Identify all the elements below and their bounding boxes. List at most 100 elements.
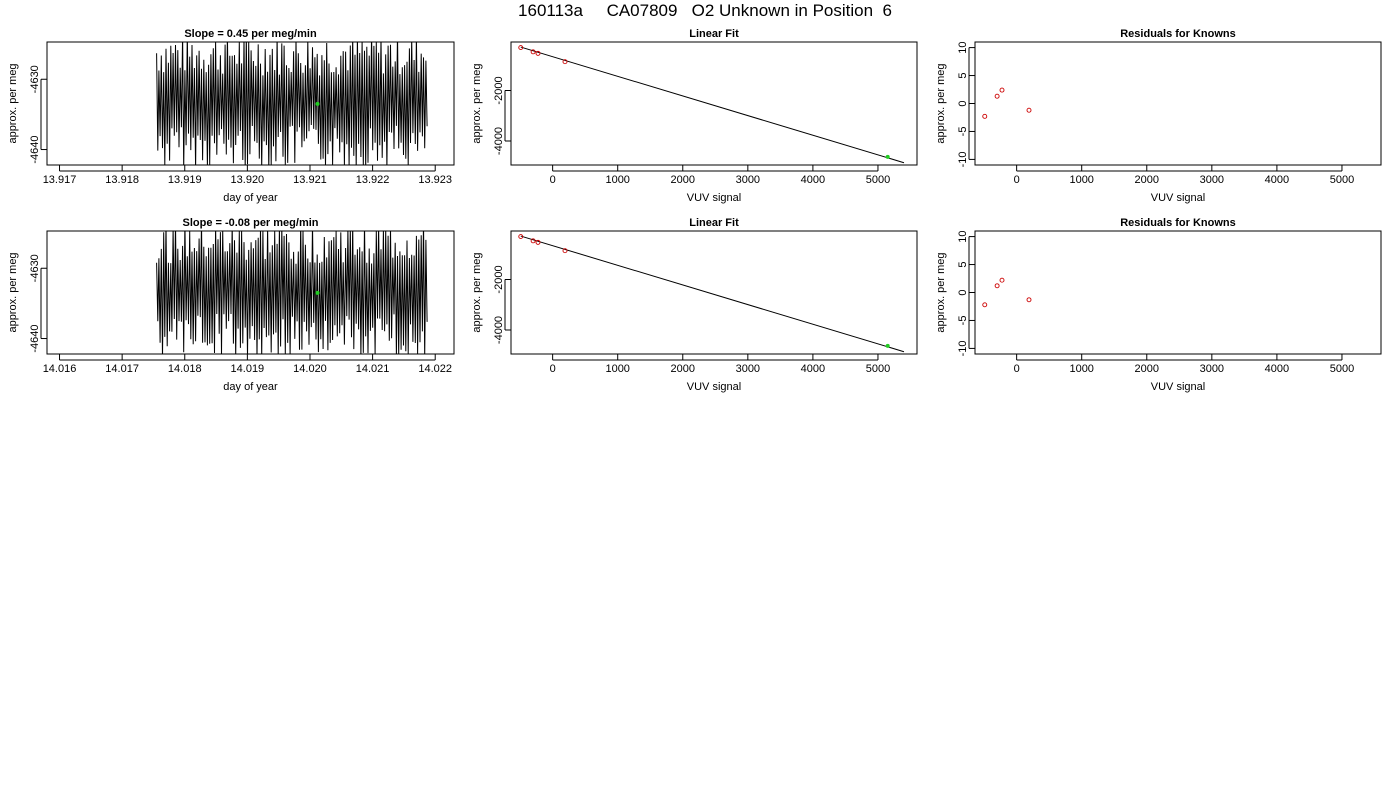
unknown-point	[315, 290, 320, 295]
known-point	[518, 45, 524, 51]
plot-area	[982, 87, 1032, 119]
residual-point	[999, 277, 1005, 283]
panel-title: Linear Fit	[689, 217, 739, 229]
y-tick-label: -4630	[29, 65, 41, 93]
series-line	[156, 231, 428, 354]
y-tick-label: -5	[957, 316, 969, 326]
plot-frame	[46, 41, 455, 166]
x-tick-label: 14.020	[293, 363, 327, 375]
y-axis-title: approx. per meg	[7, 63, 19, 143]
residual-point	[994, 283, 1000, 289]
x-tick-label: 5000	[1330, 363, 1354, 375]
x-axis-title: VUV signal	[1151, 381, 1205, 393]
y-tick-label: 0	[957, 289, 969, 295]
residual-point	[994, 93, 1000, 99]
unknown-point	[885, 154, 890, 159]
residual-point	[982, 302, 988, 308]
panel-5: Linear Fit 0 1000 2000 3000 4000 5000 -4000 -200…	[471, 217, 918, 393]
panel-title: Residuals for Knowns	[1120, 28, 1236, 40]
y-axis-title: approx. per meg	[935, 63, 947, 143]
panel-2: Linear Fit 0 1000 2000 3000 4000 5000 -4000 -200…	[471, 28, 918, 204]
x-tick-label: 2000	[1135, 363, 1159, 375]
panel-1: Slope = 0.45 per meg/min 13.917 13.918 13.9…	[7, 28, 455, 204]
plot-frame	[974, 41, 1382, 166]
y-tick-label: -4640	[29, 135, 41, 163]
x-tick-label: 1000	[1069, 363, 1093, 375]
y-tick-label: 5	[957, 261, 969, 267]
y-axis-title: approx. per meg	[471, 63, 483, 143]
y-tick-label: -4000	[493, 127, 505, 155]
plot-area	[518, 45, 905, 164]
plot-frame	[510, 230, 918, 355]
plot-frame	[974, 230, 1382, 355]
series-line	[156, 42, 428, 165]
known-point	[530, 49, 536, 55]
y-tick-label: -2000	[493, 265, 505, 293]
unknown-point	[315, 101, 320, 106]
x-tick-label: 0	[550, 363, 556, 375]
y-tick-label: -5	[957, 127, 969, 137]
x-axis-title: VUV signal	[1151, 192, 1205, 204]
x-tick-label: 13.923	[418, 174, 452, 186]
fit-line	[520, 235, 905, 353]
panel-title: Slope = 0.45 per meg/min	[184, 28, 317, 40]
fit-line	[520, 46, 905, 164]
x-tick-label: 3000	[1200, 174, 1224, 186]
x-tick-label: 2000	[1135, 174, 1159, 186]
x-tick-label: 5000	[866, 363, 890, 375]
residual-point	[999, 87, 1005, 93]
known-point	[535, 239, 541, 245]
x-tick-label: 14.017	[105, 363, 139, 375]
x-axis-title: VUV signal	[687, 192, 741, 204]
x-tick-label: 3000	[736, 174, 760, 186]
x-tick-label: 14.021	[356, 363, 390, 375]
y-tick-label: 10	[957, 41, 969, 53]
x-tick-label: 13.921	[293, 174, 327, 186]
x-tick-label: 14.018	[168, 363, 202, 375]
y-tick-label: -2000	[493, 76, 505, 104]
main-title: 160113a CA07809 O2 Unknown in Position 6	[518, 1, 892, 20]
x-axis-title: VUV signal	[687, 381, 741, 393]
plot-frame	[46, 230, 455, 355]
y-tick-label: 0	[957, 100, 969, 106]
x-tick-label: 1000	[1069, 174, 1093, 186]
known-point	[518, 234, 524, 240]
plot-area	[156, 231, 428, 354]
unknown-point	[885, 343, 890, 348]
x-tick-label: 4000	[1265, 363, 1289, 375]
known-point	[562, 59, 568, 65]
x-tick-label: 4000	[1265, 174, 1289, 186]
x-tick-label: 5000	[866, 174, 890, 186]
known-point	[530, 238, 536, 244]
panel-6: Residuals for Knowns 0 1000 2000 3000 4000 500…	[935, 217, 1382, 393]
x-tick-label: 1000	[605, 174, 629, 186]
y-tick-label: 10	[957, 230, 969, 242]
x-tick-label: 2000	[671, 363, 695, 375]
plot-area	[156, 42, 428, 165]
x-axis-title: day of year	[223, 192, 278, 204]
x-tick-label: 4000	[801, 174, 825, 186]
x-tick-label: 14.019	[231, 363, 265, 375]
y-tick-label: -10	[957, 151, 969, 167]
x-axis-title: day of year	[223, 381, 278, 393]
y-axis-title: approx. per meg	[471, 252, 483, 332]
y-axis-title: approx. per meg	[7, 252, 19, 332]
x-tick-label: 2000	[671, 174, 695, 186]
x-tick-label: 14.016	[43, 363, 77, 375]
panel-title: Residuals for Knowns	[1120, 217, 1236, 229]
x-tick-label: 13.922	[356, 174, 390, 186]
panel-4: Slope = -0.08 per meg/min 14.016 14.017 14.…	[7, 217, 455, 393]
panel-title: Linear Fit	[689, 28, 739, 40]
x-tick-label: 1000	[605, 363, 629, 375]
plot-frame	[510, 41, 918, 166]
y-tick-label: -4640	[29, 324, 41, 352]
panel-3: Residuals for Knowns 0 1000 2000 3000 4000 500…	[935, 28, 1382, 204]
known-point	[562, 248, 568, 254]
x-tick-label: 13.918	[105, 174, 139, 186]
x-tick-label: 14.022	[418, 363, 452, 375]
y-tick-label: -10	[957, 340, 969, 356]
residual-point	[1026, 107, 1032, 113]
x-tick-label: 3000	[736, 363, 760, 375]
panel-title: Slope = -0.08 per meg/min	[182, 217, 318, 229]
